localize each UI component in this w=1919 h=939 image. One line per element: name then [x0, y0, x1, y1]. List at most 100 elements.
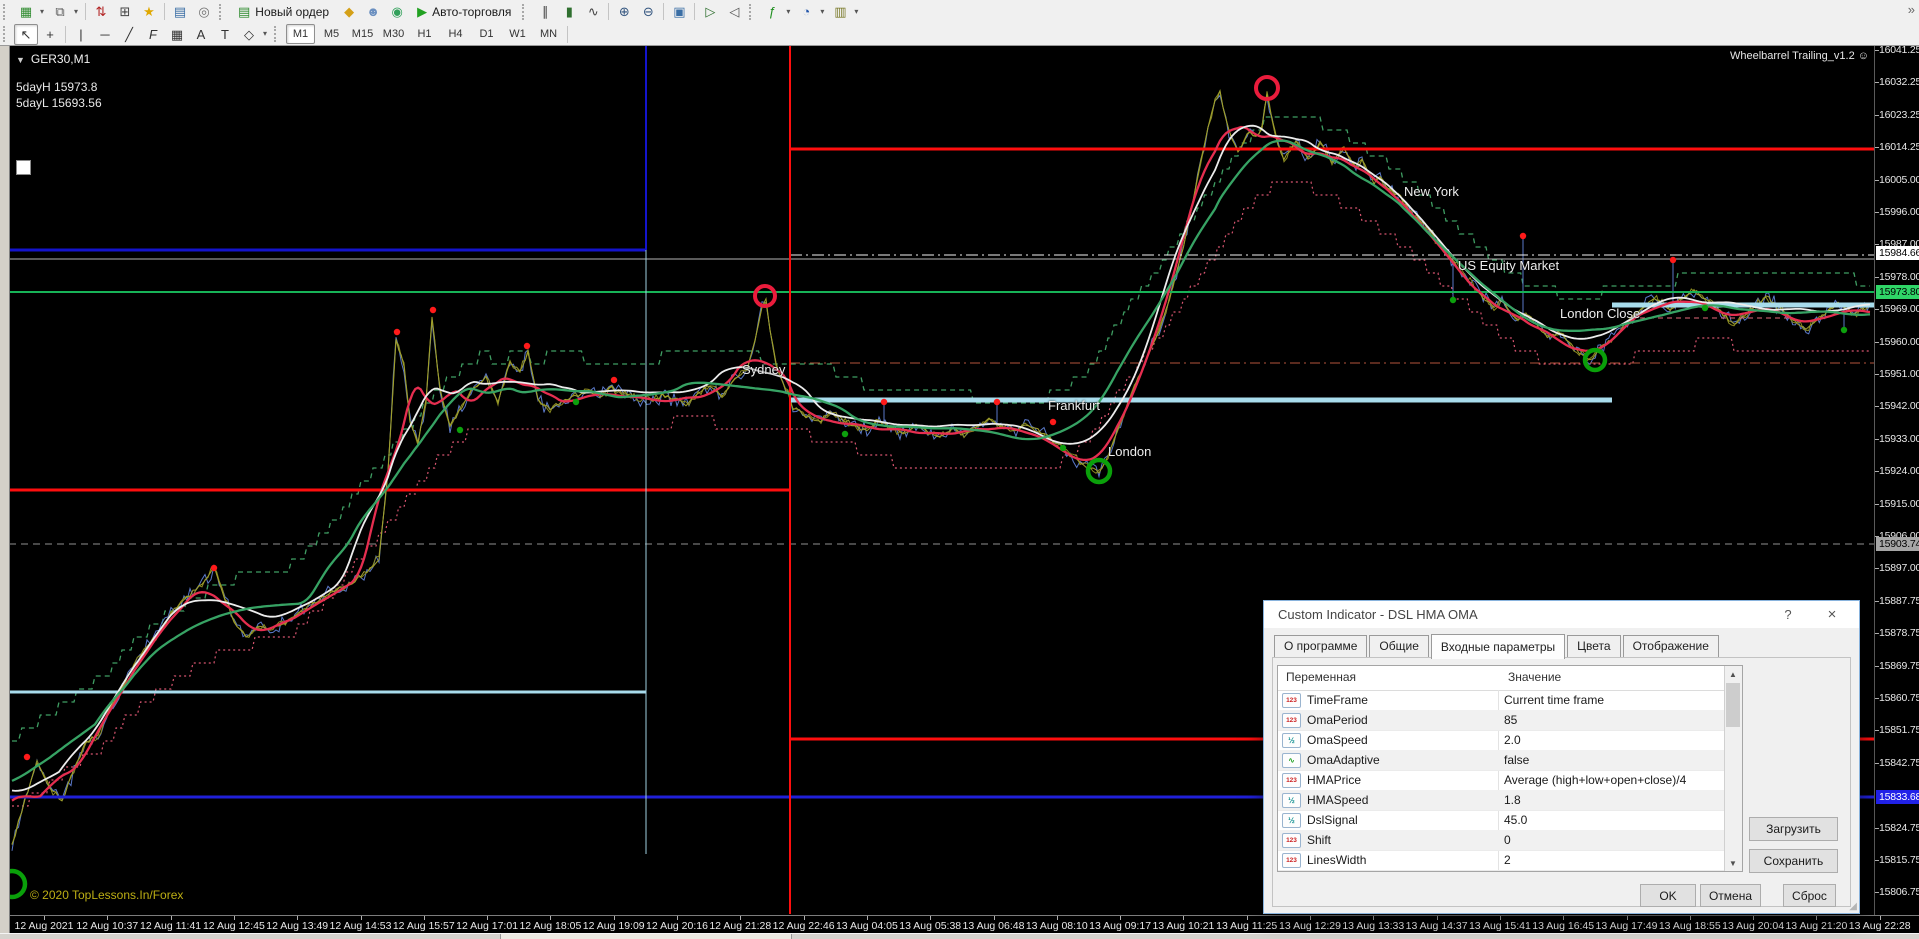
time-axis-label: 13 Aug 08:10: [1025, 920, 1088, 932]
horizontal-line-tool[interactable]: ─: [100, 26, 110, 42]
chart-bars-icon[interactable]: ∥: [542, 4, 549, 19]
parameter-row[interactable]: 123 TimeFrame Current time frame: [1278, 690, 1725, 711]
time-tick: [1373, 916, 1375, 920]
timeframe-m5[interactable]: M5: [323, 28, 340, 40]
tab-colors[interactable]: Цвета: [1567, 635, 1621, 658]
scroll-down-icon[interactable]: ▼: [1729, 858, 1737, 868]
tile-windows-icon[interactable]: ▣: [673, 4, 686, 19]
new-chart-icon[interactable]: ▦: [19, 4, 33, 19]
timeframe-h1[interactable]: H1: [417, 28, 432, 40]
chart-dropdown-icon[interactable]: ▼: [16, 55, 25, 65]
reset-button[interactable]: Сброс: [1783, 884, 1836, 907]
parameter-type-icon: 123: [1282, 772, 1301, 788]
toolbar-grip: [3, 26, 10, 42]
timeframe-h4[interactable]: H4: [448, 28, 463, 40]
text-label-tool[interactable]: T: [221, 26, 229, 42]
price-axis[interactable]: 16041.25 16032.25 16023.25 16014.25 16005.00…: [1874, 44, 1919, 915]
strategy-tester-icon[interactable]: ◎: [198, 4, 210, 19]
parameter-row[interactable]: 123 HMAPrice Average (high+low+open+close)…: [1278, 770, 1725, 791]
tab-common[interactable]: Общие: [1369, 635, 1429, 658]
timeframe-m15[interactable]: M15: [351, 28, 374, 40]
time-axis-label: 12 Aug 17:01: [456, 920, 519, 932]
parameter-row[interactable]: 123 LinesWidth 2: [1278, 850, 1725, 871]
periods-icon-dropdown[interactable]: ▾: [820, 6, 825, 16]
zoom-in-icon[interactable]: ⊕: [618, 4, 630, 19]
auto-scroll-icon[interactable]: ▷: [705, 4, 716, 19]
signals-icon[interactable]: ◉: [391, 4, 403, 19]
text-tool[interactable]: A: [196, 26, 206, 42]
autotrading-button[interactable]: ▶ Авто-торговля: [409, 1, 519, 22]
dialog-resize-grip[interactable]: ◢: [1849, 901, 1857, 912]
timeframe-m30[interactable]: M30: [382, 28, 405, 40]
scroll-thumb[interactable]: [1726, 683, 1740, 727]
swing-low-dot: [841, 430, 849, 438]
parameter-value: Average (high+low+open+close)/4: [1504, 773, 1687, 787]
community-icon[interactable]: ☻: [366, 4, 380, 19]
price-axis-label: 15851.75: [1879, 724, 1919, 737]
upper-channel-line: [12, 116, 1870, 742]
chart-line-icon[interactable]: ∿: [587, 4, 599, 19]
parameter-name: OmaAdaptive: [1307, 753, 1380, 767]
load-button[interactable]: Загрузить: [1749, 817, 1838, 841]
time-axis-label: 13 Aug 04:05: [835, 920, 898, 932]
timeframe-m1[interactable]: M1: [286, 24, 315, 44]
tab-visualization[interactable]: Отображение: [1622, 635, 1719, 658]
parameter-row[interactable]: 123 OmaPeriod 85: [1278, 710, 1725, 731]
signal-ring-green: [0, 868, 28, 900]
favorites-icon[interactable]: ★: [143, 4, 155, 19]
shapes-tool[interactable]: ◇: [244, 26, 254, 42]
chart-checkbox[interactable]: [16, 160, 31, 175]
indicators-icon-dropdown[interactable]: ▾: [786, 6, 791, 16]
vertical-line-tool[interactable]: |: [79, 26, 83, 42]
price-tick: [1875, 698, 1879, 699]
parameter-row[interactable]: 123 Shift 0: [1278, 830, 1725, 851]
tab-inputs[interactable]: Входные параметры: [1430, 634, 1566, 659]
new-order-button[interactable]: ▤ Новый ордер: [230, 1, 337, 22]
crosshair-tool[interactable]: +: [46, 26, 54, 42]
trendline-tool[interactable]: ╱: [125, 26, 133, 42]
time-axis-label: 13 Aug 21:20: [1785, 920, 1848, 932]
shapes-tool-dropdown[interactable]: ▾: [262, 29, 267, 38]
cursor-tool[interactable]: ↖: [14, 23, 38, 45]
new-chart-icon-dropdown[interactable]: ▾: [39, 6, 44, 16]
time-axis[interactable]: 12 Aug 2021 12 Aug 10:37 12 Aug 11:41 12 Au…: [0, 915, 1919, 934]
chart-shift-icon[interactable]: ◁: [729, 4, 740, 19]
periods-icon[interactable]: ◔: [802, 4, 811, 19]
parameter-row[interactable]: ½ DslSignal 45.0: [1278, 810, 1725, 831]
metaquotes-icon[interactable]: ◆: [344, 4, 355, 19]
toolbar-grip: [522, 3, 529, 20]
chart-symbol-label[interactable]: ▼ GER30,M1: [16, 52, 90, 66]
parameter-row[interactable]: ½ OmaSpeed 2.0: [1278, 730, 1725, 751]
cancel-button[interactable]: Отмена: [1700, 884, 1761, 907]
market-watch-icon[interactable]: ⇅: [95, 4, 107, 19]
profiles-icon[interactable]: ⧉: [55, 4, 65, 19]
scroll-up-icon[interactable]: ▲: [1729, 669, 1737, 679]
dialog-titlebar[interactable]: Custom Indicator - DSL HMA OMA: [1264, 601, 1859, 628]
price-axis-label: 16041.25: [1879, 44, 1919, 56]
zoom-out-icon[interactable]: ⊖: [642, 4, 654, 19]
ok-button[interactable]: OK: [1640, 884, 1696, 907]
chart-candles-icon[interactable]: ▮: [565, 4, 573, 19]
parameters-scrollbar[interactable]: ▲ ▼: [1724, 666, 1742, 871]
toolbar-overflow-icon[interactable]: »: [1907, 2, 1915, 17]
templates-icon[interactable]: ▥: [834, 4, 847, 19]
dialog-close-button[interactable]: ×: [1827, 606, 1837, 623]
swing-low-dot: [1840, 326, 1848, 334]
time-tick: [297, 916, 299, 920]
parameter-row[interactable]: ∿ OmaAdaptive false: [1278, 750, 1725, 771]
terminal-icon[interactable]: ▤: [173, 4, 187, 19]
price-axis-label: 16023.25: [1879, 108, 1919, 121]
navigator-icon[interactable]: ⊞: [119, 4, 131, 19]
grid-tool[interactable]: ▦: [170, 26, 184, 42]
dialog-help-button[interactable]: ?: [1784, 607, 1792, 622]
indicators-icon[interactable]: ƒ: [768, 4, 776, 19]
timeframe-w1[interactable]: W1: [509, 28, 526, 40]
tab-about[interactable]: О программе: [1274, 635, 1368, 658]
save-button[interactable]: Сохранить: [1749, 849, 1838, 873]
fibonacci-tool[interactable]: F: [149, 26, 157, 42]
timeframe-d1[interactable]: D1: [479, 28, 494, 40]
parameter-row[interactable]: ½ HMASpeed 1.8: [1278, 790, 1725, 811]
templates-icon-dropdown[interactable]: ▾: [854, 6, 859, 16]
profiles-icon-dropdown[interactable]: ▾: [73, 6, 78, 16]
timeframe-mn[interactable]: MN: [539, 28, 558, 40]
